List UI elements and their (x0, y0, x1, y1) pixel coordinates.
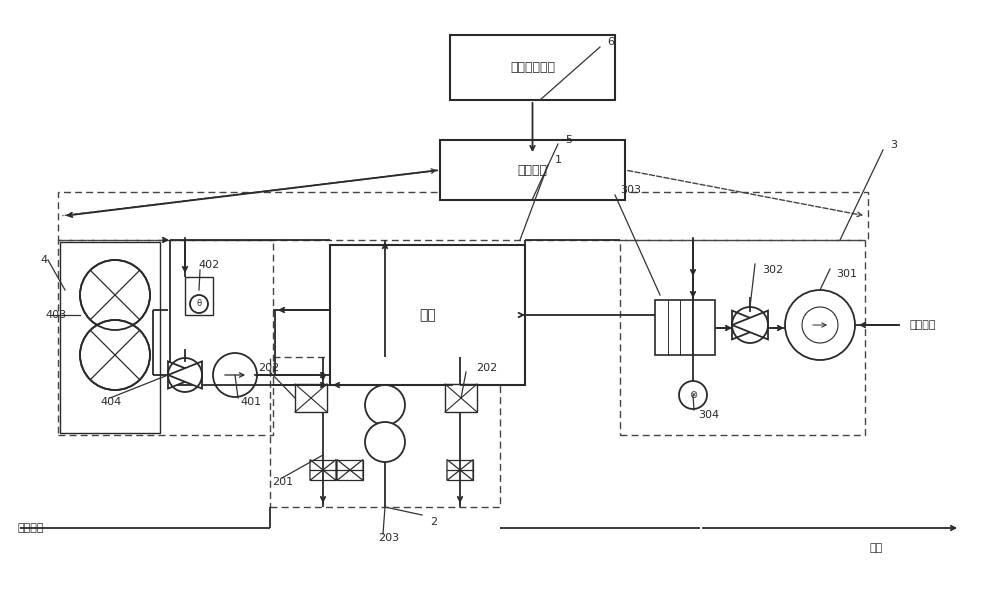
Polygon shape (350, 460, 363, 480)
Circle shape (365, 422, 405, 462)
Bar (330, 245, 525, 385)
Bar (295, 384, 327, 412)
Bar (58, 192, 868, 240)
Text: 304: 304 (698, 410, 719, 420)
Bar (620, 240, 865, 435)
Text: 控制模块: 控制模块 (518, 163, 548, 176)
Bar (655, 300, 715, 355)
Text: 402: 402 (198, 260, 219, 270)
Text: 3: 3 (890, 140, 897, 150)
Text: 4: 4 (40, 255, 47, 265)
Bar (440, 140, 625, 200)
Text: 301: 301 (836, 269, 857, 279)
Text: 302: 302 (762, 265, 783, 275)
Text: θ: θ (196, 300, 202, 309)
Text: 1: 1 (555, 155, 562, 165)
Polygon shape (447, 460, 460, 480)
Bar (337, 460, 363, 480)
Bar (445, 384, 477, 412)
Text: 5: 5 (565, 135, 572, 145)
Circle shape (365, 385, 405, 425)
Polygon shape (310, 460, 323, 480)
Polygon shape (168, 362, 202, 389)
Text: 201: 201 (272, 477, 293, 487)
Text: 401: 401 (240, 397, 261, 407)
Bar (185, 277, 213, 315)
Text: 空气入口: 空气入口 (910, 320, 936, 330)
Text: 203: 203 (378, 533, 399, 543)
Circle shape (190, 295, 208, 313)
Polygon shape (732, 310, 768, 339)
Text: 403: 403 (45, 310, 66, 320)
Bar (270, 357, 500, 507)
Bar (58, 240, 273, 435)
Text: 环境监测模块: 环境监测模块 (510, 61, 555, 74)
Text: 303: 303 (620, 185, 641, 195)
Text: ⊗: ⊗ (689, 390, 697, 400)
Circle shape (80, 320, 150, 390)
Polygon shape (168, 362, 202, 389)
Bar (447, 460, 473, 480)
Text: 202: 202 (476, 363, 497, 373)
Polygon shape (337, 460, 350, 480)
Circle shape (679, 381, 707, 409)
Polygon shape (732, 310, 768, 339)
Circle shape (785, 290, 855, 360)
Text: 404: 404 (100, 397, 121, 407)
Circle shape (213, 353, 257, 397)
Polygon shape (460, 460, 473, 480)
Text: 尾排: 尾排 (870, 543, 883, 553)
Circle shape (80, 260, 150, 330)
Text: 2: 2 (430, 517, 437, 527)
Polygon shape (323, 460, 336, 480)
Bar (310, 460, 336, 480)
Text: 电堆: 电堆 (419, 308, 436, 322)
Bar (450, 35, 615, 100)
Bar (60, 242, 160, 433)
Text: 202: 202 (258, 363, 279, 373)
Text: 6: 6 (607, 37, 614, 47)
Text: 氢气入口: 氢气入口 (18, 523, 44, 533)
